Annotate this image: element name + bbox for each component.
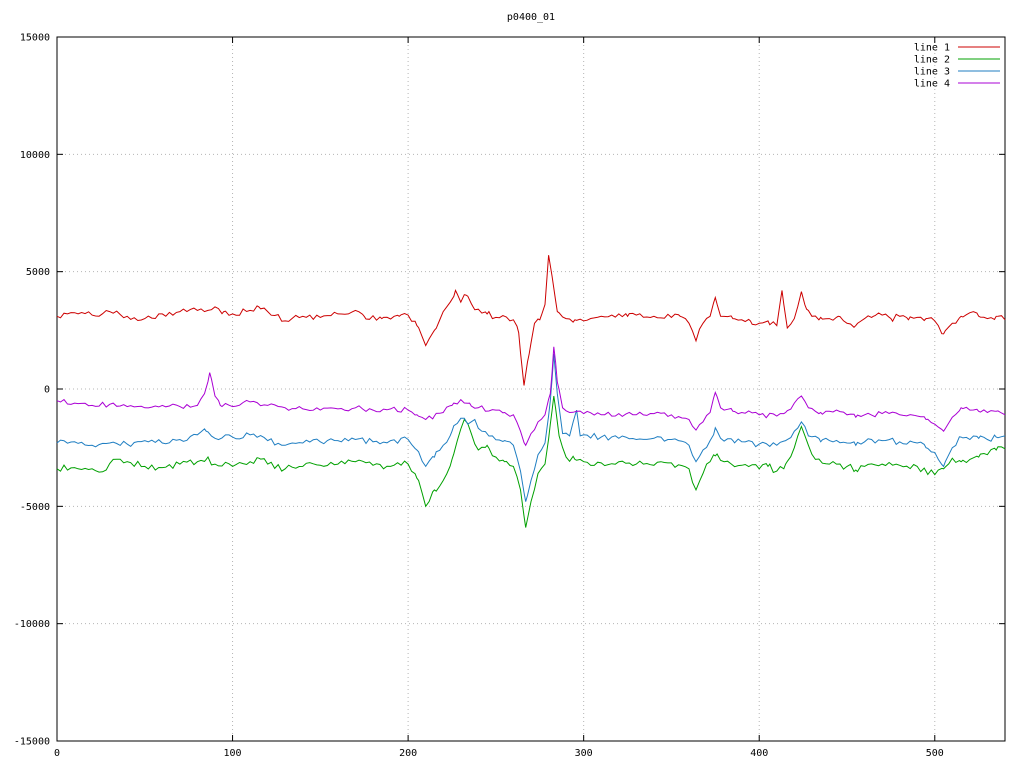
series-line-2 [56, 395, 1006, 528]
y-tick-label: 5000 [26, 267, 50, 278]
x-tick-label: 100 [224, 748, 242, 759]
legend-label: line 3 [914, 67, 950, 78]
y-tick-label: -5000 [20, 502, 50, 513]
y-tick-label: -10000 [14, 619, 50, 630]
series-lines [56, 255, 1006, 528]
series-line-4 [56, 346, 1006, 447]
y-tick-label: 15000 [20, 33, 50, 44]
x-tick-label: 300 [575, 748, 593, 759]
y-tick-label: 10000 [20, 150, 50, 161]
x-tick-label: 200 [399, 748, 417, 759]
axes: -15000 -10000 -5000 0 5000 10000 15000 0 100 200 3… [14, 33, 1006, 759]
x-tick-label: 500 [926, 748, 944, 759]
series-line-3 [56, 353, 1006, 502]
legend-label: line 1 [914, 43, 950, 54]
gridlines [56, 36, 1005, 742]
legend-label: line 4 [914, 79, 950, 90]
plot-border [56, 36, 1006, 742]
x-tick-label: 0 [54, 748, 60, 759]
series-line-1 [56, 255, 1006, 386]
y-tick-label: -15000 [14, 737, 50, 748]
x-tick-label: 400 [750, 748, 768, 759]
chart-title: p0400_01 [507, 12, 555, 23]
y-tick-label: 0 [44, 385, 50, 396]
legend-label: line 2 [914, 55, 950, 66]
